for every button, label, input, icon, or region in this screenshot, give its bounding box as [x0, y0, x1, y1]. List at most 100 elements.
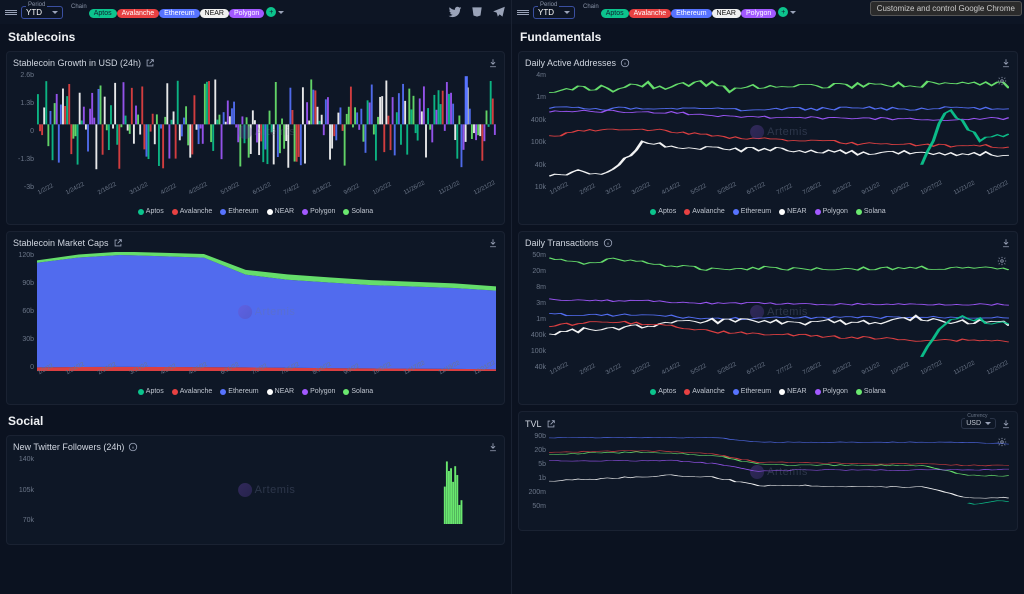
- chain-chip-ethereum[interactable]: Ethereum: [159, 9, 199, 18]
- period-select[interactable]: Period YTD: [533, 6, 575, 19]
- legend-item-avalanche[interactable]: Avalanche: [172, 388, 213, 395]
- chart-dtx: 50m20m8m3m1m400k100k40k Artemis 1/19/222…: [525, 252, 1011, 385]
- right-pane: Period YTD Chain AptosAvalancheEthereumN…: [512, 0, 1024, 594]
- chain-chip-aptos[interactable]: Aptos: [89, 9, 117, 18]
- gear-icon[interactable]: [997, 437, 1007, 447]
- legend-item-solana[interactable]: Solana: [856, 388, 886, 395]
- section-stablecoins: Stablecoins: [0, 24, 511, 48]
- currency-select[interactable]: Currency USD: [961, 418, 996, 429]
- download-icon[interactable]: [488, 238, 498, 248]
- period-label: Period: [538, 2, 559, 8]
- legend-item-aptos[interactable]: Aptos: [650, 208, 676, 215]
- chart-stablecoin-growth: 2.6b1.3b0-1.3b-3b Artemis 1/2/221/24/222…: [13, 72, 498, 205]
- chart-stablecoin-marketcaps: 120b90b60b30b0 Artemis 1/2/221/24/222/16…: [13, 252, 498, 385]
- chain-chips: Chain AptosAvalancheEthereumNEARPolygon …: [67, 7, 284, 17]
- legend-item-ethereum[interactable]: Ethereum: [733, 388, 771, 395]
- chevron-down-icon: [52, 11, 58, 14]
- legend-item-avalanche[interactable]: Avalanche: [172, 208, 213, 215]
- chain-chip-aptos[interactable]: Aptos: [601, 9, 629, 18]
- chain-label: Chain: [583, 4, 599, 10]
- twitter-icon[interactable]: [448, 5, 462, 19]
- chain-chips: Chain AptosAvalancheEthereumNEARPolygon …: [579, 7, 796, 17]
- gear-icon[interactable]: [997, 76, 1007, 86]
- period-select[interactable]: Period YTD: [21, 6, 63, 19]
- legend-item-polygon[interactable]: Polygon: [302, 388, 335, 395]
- info-icon[interactable]: [128, 442, 138, 452]
- card-title: TVL: [525, 419, 542, 429]
- legend-item-polygon[interactable]: Polygon: [815, 388, 848, 395]
- topbar-left: Period YTD Chain AptosAvalancheEthereumN…: [0, 0, 511, 24]
- legend-item-ethereum[interactable]: Ethereum: [733, 208, 771, 215]
- currency-value: USD: [966, 420, 981, 427]
- chevron-down-icon[interactable]: [278, 11, 284, 14]
- chain-chip-polygon[interactable]: Polygon: [229, 9, 264, 18]
- card-title: Daily Active Addresses: [525, 58, 616, 68]
- hamburger-icon[interactable]: [517, 6, 529, 18]
- legend-item-near[interactable]: NEAR: [779, 388, 806, 395]
- download-icon[interactable]: [1001, 238, 1011, 248]
- telegram-icon[interactable]: [492, 5, 506, 19]
- card-stablecoin-growth: Stablecoin Growth in USD (24h) 2.6b1.3b0…: [6, 51, 505, 225]
- root: Period YTD Chain AptosAvalancheEthereumN…: [0, 0, 1024, 594]
- topbar-social: [448, 5, 506, 19]
- currency-label: Currency: [965, 413, 989, 419]
- legend-item-avalanche[interactable]: Avalanche: [684, 208, 725, 215]
- period-value: YTD: [26, 8, 42, 17]
- card-daily-active-addresses: Daily Active Addresses 4m1m400k100k40k10…: [518, 51, 1018, 225]
- chain-chip-avalanche[interactable]: Avalanche: [629, 9, 672, 18]
- card-daily-transactions: Daily Transactions 50m20m8m3m1m400k100k4…: [518, 231, 1018, 405]
- section-fundamentals: Fundamentals: [512, 24, 1024, 48]
- legend-item-near[interactable]: NEAR: [267, 208, 294, 215]
- left-pane: Period YTD Chain AptosAvalancheEthereumN…: [0, 0, 512, 594]
- legend-item-polygon[interactable]: Polygon: [815, 208, 848, 215]
- external-link-icon[interactable]: [113, 238, 123, 248]
- card-stablecoin-marketcaps: Stablecoin Market Caps 120b90b60b30b0 Ar…: [6, 231, 505, 405]
- download-icon[interactable]: [488, 442, 498, 452]
- info-icon[interactable]: [603, 238, 613, 248]
- legend-item-ethereum[interactable]: Ethereum: [220, 388, 258, 395]
- legend-item-solana[interactable]: Solana: [343, 388, 373, 395]
- legend-item-solana[interactable]: Solana: [343, 208, 373, 215]
- add-chain-button[interactable]: +: [778, 7, 788, 17]
- period-value: YTD: [538, 8, 554, 17]
- chain-chip-ethereum[interactable]: Ethereum: [671, 9, 711, 18]
- chart-tvl: 90b20b5b1b200m50m Artemis: [525, 433, 1011, 524]
- legend-item-aptos[interactable]: Aptos: [650, 388, 676, 395]
- legend-item-near[interactable]: NEAR: [779, 208, 806, 215]
- legend-item-aptos[interactable]: Aptos: [138, 208, 164, 215]
- card-twitter-followers: New Twitter Followers (24h) 140k105k70k …: [6, 435, 505, 545]
- download-icon[interactable]: [1001, 419, 1011, 429]
- legend-item-polygon[interactable]: Polygon: [302, 208, 335, 215]
- legend-item-near[interactable]: NEAR: [267, 388, 294, 395]
- card-title: Stablecoin Market Caps: [13, 238, 109, 248]
- gear-icon[interactable]: [997, 256, 1007, 266]
- info-icon[interactable]: [620, 58, 630, 68]
- chevron-down-icon: [985, 422, 991, 425]
- chart-twitter-followers: 140k105k70k Artemis: [13, 456, 498, 538]
- hamburger-icon[interactable]: [5, 6, 17, 18]
- chart-daa: 4m1m400k100k40k10k Artemis 1/19/222/9/22…: [525, 72, 1011, 205]
- external-link-icon[interactable]: [546, 419, 556, 429]
- section-social: Social: [0, 408, 511, 432]
- topbar-right: Period YTD Chain AptosAvalancheEthereumN…: [512, 0, 1024, 24]
- chain-label: Chain: [71, 4, 87, 10]
- external-link-icon[interactable]: [145, 58, 155, 68]
- card-title: New Twitter Followers (24h): [13, 442, 124, 452]
- chain-chip-polygon[interactable]: Polygon: [741, 9, 776, 18]
- discord-icon[interactable]: [470, 5, 484, 19]
- legend-item-solana[interactable]: Solana: [856, 208, 886, 215]
- download-icon[interactable]: [488, 58, 498, 68]
- legend-item-avalanche[interactable]: Avalanche: [684, 388, 725, 395]
- download-icon[interactable]: [1001, 58, 1011, 68]
- chevron-down-icon: [564, 11, 570, 14]
- legend-item-ethereum[interactable]: Ethereum: [220, 208, 258, 215]
- chain-chip-avalanche[interactable]: Avalanche: [117, 9, 160, 18]
- chain-chip-near[interactable]: NEAR: [200, 9, 229, 18]
- card-title: Stablecoin Growth in USD (24h): [13, 58, 141, 68]
- chrome-tooltip: Customize and control Google Chrome: [870, 1, 1022, 16]
- legend-item-aptos[interactable]: Aptos: [138, 388, 164, 395]
- period-label: Period: [26, 2, 47, 8]
- chain-chip-near[interactable]: NEAR: [712, 9, 741, 18]
- add-chain-button[interactable]: +: [266, 7, 276, 17]
- chevron-down-icon[interactable]: [790, 11, 796, 14]
